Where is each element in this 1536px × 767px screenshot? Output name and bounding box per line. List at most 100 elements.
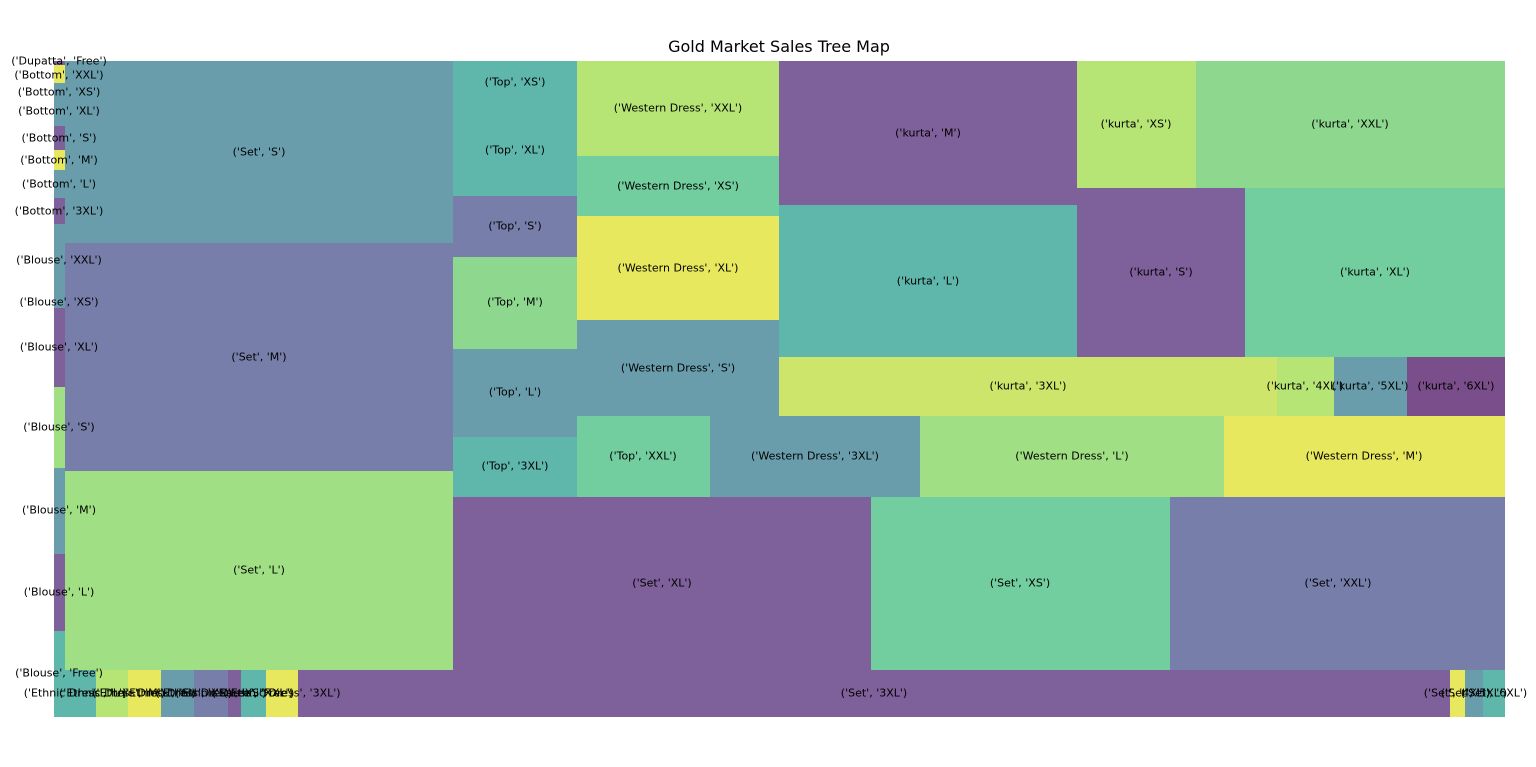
tile-saree-free — [241, 670, 266, 717]
tile-bottom-xs — [54, 83, 65, 100]
tile-top-l — [453, 349, 577, 437]
tile-label-bottom-xl: ('Bottom', 'XL') — [18, 105, 100, 118]
tile-label-saree-free: ('Saree', 'Free') — [212, 687, 295, 700]
tile-kurta-3xl — [779, 357, 1277, 416]
tile-label-western-dress-xl: ('Western Dress', 'XL') — [618, 262, 739, 275]
chart-title: Gold Market Sales Tree Map — [668, 37, 890, 56]
tile-top-m — [453, 257, 577, 349]
tile-label-kurta-m: ('kurta', 'M') — [895, 127, 961, 140]
tile-label-top-s: ('Top', 'S') — [488, 220, 541, 233]
tile-label-set-xl: ('Set', 'XL') — [632, 577, 691, 590]
tile-label-western-dress-xs: ('Western Dress', 'XS') — [617, 180, 739, 193]
tile-label-kurta-xxl: ('kurta', 'XXL') — [1311, 118, 1388, 131]
tile-label-bottom-s: ('Bottom', 'S') — [21, 132, 96, 145]
tile-kurta-l — [779, 205, 1077, 357]
tile-label-kurta-6xl: ('kurta', '6XL') — [1418, 380, 1495, 393]
tile-label-kurta-l: ('kurta', 'L') — [897, 275, 959, 288]
tile-label-top-m: ('Top', 'M') — [487, 296, 543, 309]
tile-label-set-5xl: ('Set', '5XL') — [1441, 687, 1507, 700]
tile-label-bottom-m: ('Bottom', 'M') — [20, 154, 98, 167]
tile-ethnic-dress-xl — [161, 670, 194, 717]
tile-label-set-s: ('Set', 'S') — [233, 146, 286, 159]
tile-label-western-dress-m: ('Western Dress', 'M') — [1306, 450, 1423, 463]
tile-kurta-xl — [1245, 188, 1505, 357]
tile-label-ethnic-dress-xl: ('Ethnic Dress', 'XL') — [122, 687, 232, 700]
tile-ethnic-dress-xxl — [228, 670, 241, 717]
tile-label-blouse-l: ('Blouse', 'L') — [24, 586, 95, 599]
tiles-layer — [54, 61, 1505, 717]
tile-label-kurta-xl: ('kurta', 'XL') — [1340, 266, 1410, 279]
tile-set-m — [65, 243, 453, 471]
tile-label-western-dress-l: ('Western Dress', 'L') — [1015, 450, 1128, 463]
tile-kurta-s — [1077, 188, 1245, 357]
tile-label-top-xxl: ('Top', 'XXL') — [609, 450, 676, 463]
tile-label-ethnic-dress-xxl: ('Ethnic Dress', 'XXL') — [175, 687, 293, 700]
tile-blouse-l — [54, 554, 65, 631]
tile-label-bottom-3xl: ('Bottom', '3XL') — [15, 205, 104, 218]
tile-label-ethnic-dress-xs: ('Ethnic Dress', 'XS') — [156, 687, 267, 700]
tile-label-blouse-xl: ('Blouse', 'XL') — [20, 341, 98, 354]
tile-label-top-l: ('Top', 'L') — [489, 386, 541, 399]
tile-label-blouse-free: ('Blouse', 'Free') — [15, 667, 103, 680]
tile-label-set-6xl: ('Set', '6XL') — [1461, 687, 1527, 700]
tile-label-western-dress-s: ('Western Dress', 'S') — [621, 362, 735, 375]
tile-label-bottom-xs: ('Bottom', 'XS') — [18, 86, 101, 99]
tile-ethnic-dress-3xl — [266, 670, 298, 717]
tile-label-ethnic-dress-s: ('Ethnic Dress', 'S') — [92, 687, 195, 700]
tile-kurta-m — [779, 61, 1077, 205]
tile-label-set-l: ('Set', 'L') — [233, 564, 285, 577]
tile-label-western-dress-3xl: ('Western Dress', '3XL') — [751, 450, 879, 463]
tile-set-l — [65, 471, 453, 670]
tile-kurta-6xl — [1407, 357, 1505, 416]
tile-blouse-m — [54, 468, 65, 554]
tile-label-blouse-m: ('Blouse', 'M') — [22, 504, 96, 517]
tile-label-kurta-3xl: ('kurta', '3XL') — [990, 380, 1067, 393]
tile-western-dress-m — [1224, 416, 1505, 497]
tile-blouse-xxl — [54, 224, 65, 308]
tile-dupatta-free — [54, 61, 65, 65]
tile-label-top-xs: ('Top', 'XS') — [485, 76, 546, 89]
tile-set-6xl — [1483, 670, 1505, 717]
tile-label-blouse-xs: ('Blouse', 'XS') — [20, 296, 99, 309]
tile-label-ethnic-dress-m: ('Ethnic Dress', 'M') — [59, 687, 165, 700]
tile-set-xl — [453, 497, 871, 670]
tile-top-xl — [453, 104, 577, 196]
tile-ethnic-dress-s — [128, 670, 161, 717]
tile-bottom-l — [54, 170, 65, 198]
tile-top-3xl — [453, 437, 577, 497]
tile-ethnic-dress-l — [54, 670, 96, 717]
tile-set-s — [65, 61, 453, 243]
tile-kurta-5xl — [1334, 357, 1407, 416]
tile-ethnic-dress-xs — [194, 670, 228, 717]
tile-top-xs — [453, 61, 577, 104]
tile-label-ethnic-dress-3xl: ('Ethnic Dress', '3XL') — [223, 687, 340, 700]
tile-western-dress-3xl — [710, 416, 920, 497]
tile-bottom-xl — [54, 100, 65, 126]
tile-western-dress-xs — [577, 156, 779, 216]
tile-ethnic-dress-m — [96, 670, 128, 717]
tile-western-dress-l — [920, 416, 1224, 497]
tile-set-3xl — [298, 670, 1450, 717]
tile-label-kurta-4xl: ('kurta', '4XL') — [1267, 380, 1344, 393]
tile-kurta-4xl — [1277, 357, 1334, 416]
tile-set-xs — [871, 497, 1170, 670]
tile-set-5xl — [1465, 670, 1483, 717]
tile-label-set-xxl: ('Set', 'XXL') — [1305, 577, 1372, 590]
tile-label-blouse-xxl: ('Blouse', 'XXL') — [16, 254, 102, 267]
tile-label-set-3xl: ('Set', '3XL') — [841, 687, 907, 700]
tile-label-blouse-s: ('Blouse', 'S') — [23, 421, 94, 434]
tile-bottom-3xl — [54, 198, 65, 224]
tile-western-dress-s — [577, 320, 779, 416]
tile-blouse-free — [54, 631, 65, 670]
tile-label-kurta-5xl: ('kurta', '5XL') — [1332, 380, 1409, 393]
tile-top-s — [453, 196, 577, 257]
tile-label-dupatta-free: ('Dupatta', 'Free') — [11, 55, 107, 68]
tile-set-xxl — [1170, 497, 1505, 670]
tile-label-set-m: ('Set', 'M') — [231, 351, 286, 364]
labels-layer: ('Dupatta', 'Free')('Bottom', 'XXL') ('Bo… — [11, 55, 1527, 700]
tile-kurta-xs — [1077, 61, 1196, 188]
tile-bottom-s — [54, 126, 65, 150]
tile-label-kurta-xs: ('kurta', 'XS') — [1101, 118, 1172, 131]
tile-label-top-3xl: ('Top', '3XL') — [482, 460, 549, 473]
